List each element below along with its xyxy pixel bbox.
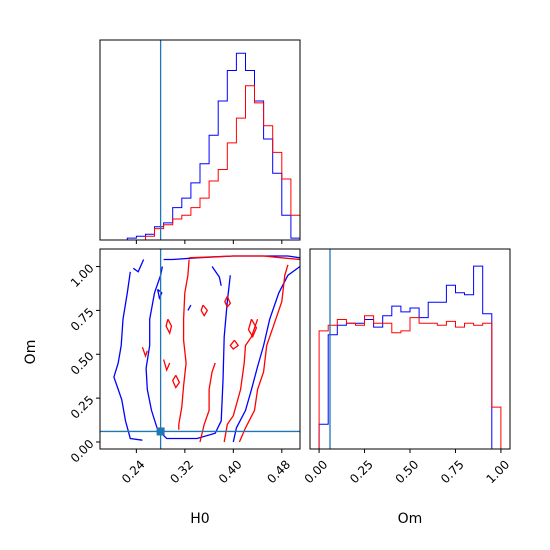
hist-H0-red-histogram <box>100 85 300 240</box>
contour-red-line <box>200 304 209 318</box>
contour-red-line <box>247 318 258 339</box>
h0-histogram-panel <box>99 39 301 244</box>
h0-histogram-frame <box>99 39 301 241</box>
contour-red-line <box>162 359 171 373</box>
contour-blue-line <box>187 304 192 311</box>
contour-red-line <box>165 318 173 336</box>
truth-marker <box>156 427 165 436</box>
x-axis-label-om: Om <box>398 511 423 527</box>
contour-red-line <box>171 374 181 389</box>
contour-red-line <box>224 296 232 309</box>
contour-red-line <box>189 255 300 261</box>
contour-red-line <box>229 339 240 350</box>
contour-red-line <box>199 362 216 443</box>
contour-blue-line <box>132 259 145 273</box>
contour-blue-line <box>211 266 222 286</box>
hist-Om-blue-histogram <box>310 265 510 449</box>
y-axis-label-om: Om <box>23 340 39 365</box>
hist-Om-red-histogram <box>310 315 510 449</box>
x-axis-label-h0: H0 <box>190 511 209 527</box>
contour-blue-line <box>113 271 143 441</box>
contour-red-line <box>141 346 148 358</box>
hist-H0-blue-histogram <box>100 52 300 240</box>
contour-red-line <box>178 259 190 430</box>
contour-red-line <box>223 318 259 443</box>
h0-om-contour-panel: 0.24 0.32 0.40 0.480.000.250.500.751.00 <box>68 248 301 486</box>
contour-frame <box>99 248 301 450</box>
contour-red-line <box>238 264 289 443</box>
